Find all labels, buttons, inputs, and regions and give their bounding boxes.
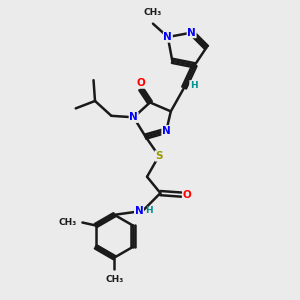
Text: CH₃: CH₃ [105, 275, 124, 284]
Text: CH₃: CH₃ [144, 8, 162, 17]
Text: N: N [129, 112, 138, 122]
Text: H: H [190, 81, 197, 90]
Text: N: N [162, 126, 171, 136]
Text: N: N [164, 32, 172, 42]
Text: CH₃: CH₃ [59, 218, 77, 227]
Text: N: N [187, 28, 196, 38]
Text: S: S [155, 151, 163, 161]
Text: O: O [136, 78, 145, 88]
Text: O: O [183, 190, 191, 200]
Text: H: H [145, 206, 153, 215]
Text: N: N [135, 206, 143, 216]
